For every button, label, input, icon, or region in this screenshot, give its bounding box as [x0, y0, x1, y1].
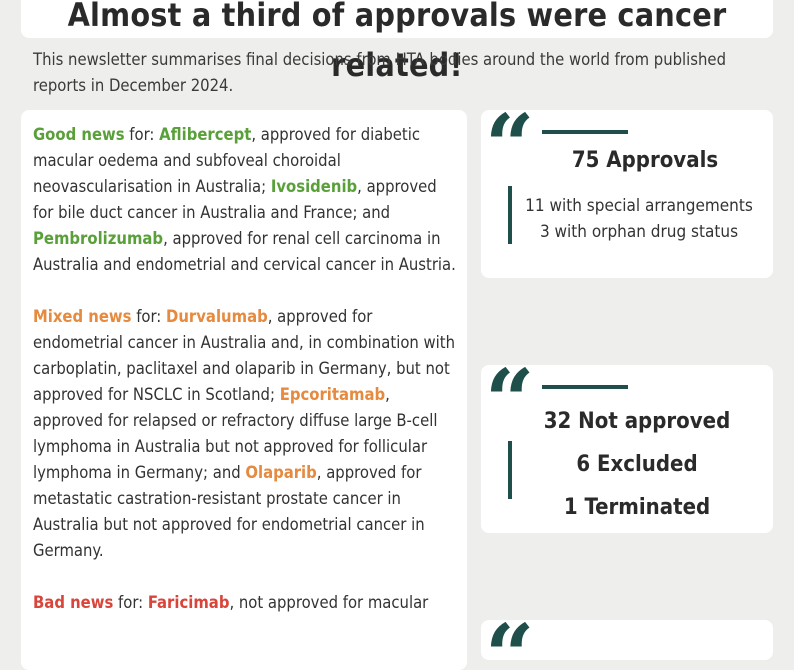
news-panel: Good news for: Aflibercept, approved for…: [21, 110, 467, 670]
drug-epcoritamab: Epcoritamab: [279, 385, 386, 404]
drug-ivosidenib: Ivosidenib: [270, 177, 358, 196]
third-card: “: [481, 620, 773, 660]
mixed-news-paragraph: Mixed news for: Durvalumab, approved for…: [33, 304, 461, 564]
bad-news-for: for:: [113, 593, 148, 612]
good-news-for: for:: [124, 125, 160, 144]
approvals-count: 75 Approvals: [571, 148, 719, 173]
mixed-news-for: for:: [131, 307, 167, 326]
good-news-text-1: , approved for diabetic macular oedema a…: [33, 125, 421, 196]
special-arrangements: 11 with special arrangements: [525, 196, 753, 216]
bad-news-paragraph: Bad news for: Faricimab, not approved fo…: [33, 590, 461, 616]
mixed-news-text-3: , approved for metastatic castration-res…: [33, 463, 425, 560]
drug-pembrolizumab: Pembrolizumab: [33, 229, 164, 248]
not-approved-count: 32 Not approved: [543, 409, 731, 434]
divider-line: [542, 385, 628, 389]
terminated-count: 1 Terminated: [563, 495, 711, 520]
news-text: Good news for: Aflibercept, approved for…: [33, 122, 461, 642]
mixed-news-text-2: , approved for relapsed or refractory di…: [33, 385, 438, 482]
bad-news-text-1: , not approved for macular: [229, 593, 429, 612]
accent-bar: [508, 441, 512, 499]
quote-mark-icon: “: [485, 110, 535, 197]
mixed-news-text-1: , approved for endometrial cancer in Aus…: [33, 307, 456, 404]
mixed-news-label: Mixed news: [33, 307, 132, 326]
bad-news-label: Bad news: [33, 593, 114, 612]
quote-mark-icon: “: [485, 620, 534, 660]
decisions-card: “ 32 Not approved 6 Excluded 1 Terminate…: [481, 365, 773, 533]
drug-olaparib: Olaparib: [245, 463, 317, 482]
divider-line: [542, 130, 628, 134]
good-news-text-3: , approved for renal cell carcinoma in A…: [33, 229, 456, 274]
approvals-card: “ 75 Approvals 11 with special arrangeme…: [481, 110, 773, 278]
excluded-count: 6 Excluded: [576, 452, 698, 477]
drug-aflibercept: Aflibercept: [159, 125, 252, 144]
accent-bar: [508, 186, 512, 244]
drug-durvalumab: Durvalumab: [166, 307, 268, 326]
drug-faricimab: Faricimab: [147, 593, 230, 612]
headline: Almost a third of approvals were cancer …: [67, 0, 727, 84]
good-news-text-2: , approved for bile duct cancer in Austr…: [33, 177, 437, 222]
headline-banner: Almost a third of approvals were cancer …: [21, 0, 773, 84]
good-news-paragraph: Good news for: Aflibercept, approved for…: [33, 122, 461, 278]
orphan-drug-status: 3 with orphan drug status: [539, 222, 739, 242]
good-news-label: Good news: [33, 125, 125, 144]
quote-mark-icon: “: [485, 365, 535, 452]
intro-text: This newsletter summarises final decisio…: [33, 50, 726, 95]
